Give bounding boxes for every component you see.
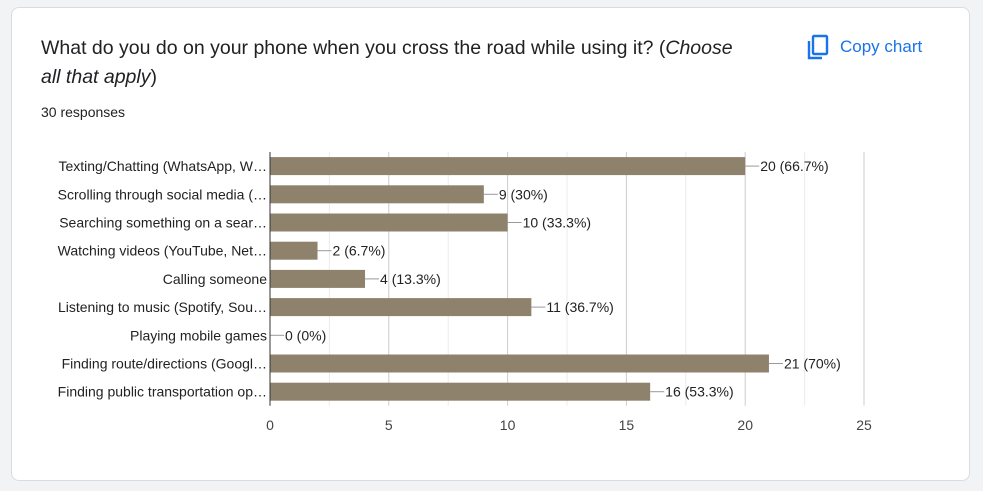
x-tick-label-0: 0 [266,417,274,433]
x-tick-label-2: 10 [500,417,516,433]
question-title: What do you do on your phone when you cr… [41,37,733,88]
bar-3 [270,241,318,260]
data-label-2: 10 (33.3%) [523,215,591,231]
chart-card: What do you do on your phone when you cr… [11,7,970,481]
data-label-3: 2 (6.7%) [333,243,386,259]
data-label-0: 20 (66.7%) [760,158,828,174]
x-tick-label-1: 5 [385,417,393,433]
category-label-6: Playing mobile games [130,327,267,343]
data-label-1: 9 (30%) [499,186,548,202]
x-tick-label-3: 15 [619,417,635,433]
bar-8 [270,382,651,401]
bar-5 [270,298,532,317]
data-label-7: 21 (70%) [784,356,841,372]
category-label-3: Watching videos (YouTube, Net… [58,243,267,259]
bar-1 [270,185,484,204]
data-label-8: 16 (53.3%) [665,384,733,400]
copy-chart-label: Copy chart [840,37,923,56]
copy-chart-button[interactable]: Copy chart [802,30,926,64]
bar-2 [270,213,508,232]
category-label-8: Finding public transportation op… [58,384,267,400]
category-label-4: Calling someone [163,271,267,287]
data-label-5: 11 (36.7%) [546,299,613,315]
data-label-4: 4 (13.3%) [380,271,441,287]
category-label-0: Texting/Chatting (WhatsApp, W… [58,158,267,174]
category-label-5: Listening to music (Spotify, Sou… [58,299,267,315]
category-label-2: Searching something on a sear… [59,215,267,231]
bar-7 [270,354,769,373]
data-label-6: 0 (0%) [285,327,326,343]
response-count: 30 responses [41,104,126,120]
category-label-7: Finding route/directions (Googl… [62,356,267,372]
x-tick-label-5: 25 [856,417,872,433]
bar-0 [270,157,746,176]
copy-icon [807,34,829,60]
x-tick-label-4: 20 [737,417,753,433]
bar-4 [270,269,366,288]
category-label-1: Scrolling through social media (… [58,186,267,202]
